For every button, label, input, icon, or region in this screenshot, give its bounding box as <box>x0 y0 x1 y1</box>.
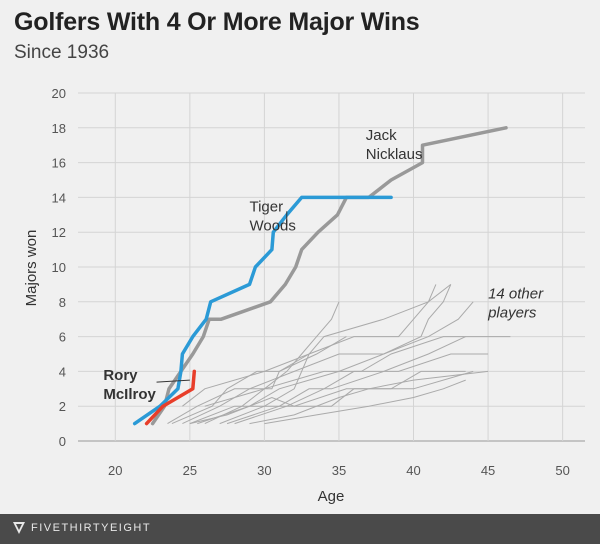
y-tick-labels: 0 2 4 6 8 10 12 14 16 18 20 <box>52 86 66 449</box>
other-player-line <box>226 370 474 425</box>
grid-lines <box>78 92 585 442</box>
other-player-line <box>234 353 489 425</box>
y-tick-label: 6 <box>59 330 66 345</box>
line-chart: 0 2 4 6 8 10 12 14 16 18 20 20 25 30 35 40 45 50 Jack Nic… <box>23 86 585 505</box>
y-tick-label: 16 <box>52 156 66 171</box>
other-player-line <box>171 353 310 425</box>
x-tick-label: 20 <box>108 463 122 478</box>
annotations: Jack Nicklaus Tiger Woods Rory McIlroy 14 othe… <box>103 127 544 403</box>
other-player-line <box>204 301 340 425</box>
x-tick-label: 30 <box>257 463 271 478</box>
series-line <box>132 195 393 426</box>
x-tick-label: 45 <box>481 463 495 478</box>
y-tick-label: 12 <box>52 225 66 240</box>
other-player-line <box>219 284 452 425</box>
annotation-label: McIlroy <box>103 386 156 403</box>
x-tick-label: 35 <box>332 463 346 478</box>
other-player-line <box>189 336 466 425</box>
y-tick-label: 14 <box>52 190 66 205</box>
annotation-label: Jack <box>366 127 397 144</box>
x-tick-label: 50 <box>555 463 569 478</box>
annotation-label: Tiger <box>249 198 283 215</box>
other-player-line <box>167 336 347 425</box>
y-axis-label: Majors won <box>23 230 40 307</box>
chart-subtitle: Since 1936 <box>14 42 110 63</box>
chart-title: Golfers With 4 Or More Major Wins <box>14 8 420 36</box>
annotation-label: Woods <box>249 217 295 234</box>
annotation-leader <box>156 379 190 383</box>
x-axis-label: Age <box>318 488 345 505</box>
series-line <box>150 126 508 426</box>
other-player-line <box>197 301 474 425</box>
annotation-label: Rory <box>103 367 138 384</box>
y-tick-label: 18 <box>52 121 66 136</box>
y-tick-label: 2 <box>59 399 66 414</box>
x-tick-labels: 20 25 30 35 40 45 50 <box>108 463 570 478</box>
y-tick-label: 8 <box>59 295 66 310</box>
footer-bar: FIVETHIRTYEIGHT <box>0 514 600 544</box>
other-players-lines <box>167 284 511 425</box>
y-tick-label: 10 <box>52 260 66 275</box>
other-player-line <box>264 379 466 425</box>
y-tick-label: 0 <box>59 434 66 449</box>
annotation-label: players <box>487 304 537 321</box>
x-tick-label: 25 <box>183 463 197 478</box>
y-tick-label: 20 <box>52 86 66 101</box>
series-line <box>144 369 197 426</box>
brand-name: FIVETHIRTYEIGHT <box>31 522 152 534</box>
other-player-line <box>189 370 466 425</box>
y-tick-label: 4 <box>59 364 66 379</box>
fivethirtyeight-logo-icon <box>13 522 25 534</box>
other-player-line <box>182 284 437 407</box>
highlighted-lines <box>132 126 508 426</box>
other-player-line <box>249 370 489 425</box>
annotation-label: 14 other <box>488 285 544 302</box>
annotation-label: Nicklaus <box>366 146 423 163</box>
x-tick-label: 40 <box>406 463 420 478</box>
